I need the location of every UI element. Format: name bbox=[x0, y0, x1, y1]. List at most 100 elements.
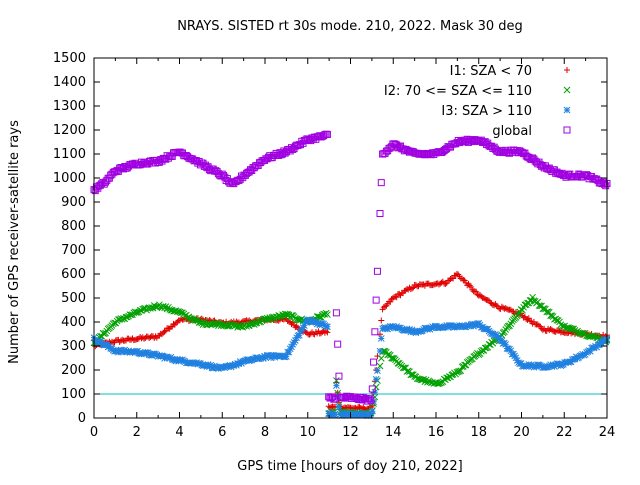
data-point bbox=[367, 410, 375, 417]
data-point bbox=[126, 311, 134, 318]
data-point bbox=[176, 308, 184, 316]
data-layer bbox=[90, 130, 611, 420]
data-point bbox=[493, 302, 500, 309]
data-point bbox=[224, 363, 231, 370]
data-point bbox=[315, 319, 322, 327]
data-point bbox=[373, 267, 381, 275]
data-point bbox=[457, 367, 465, 375]
data-point bbox=[300, 322, 308, 329]
data-point bbox=[371, 328, 379, 336]
data-point bbox=[152, 303, 159, 311]
data-point bbox=[558, 322, 566, 330]
data-point bbox=[288, 321, 295, 328]
data-point bbox=[407, 371, 415, 379]
data-point bbox=[261, 315, 268, 323]
data-point bbox=[595, 341, 603, 349]
data-point bbox=[367, 396, 375, 404]
legend-label: I1: SZA < 70 bbox=[450, 64, 532, 79]
data-point bbox=[191, 317, 199, 324]
data-point bbox=[281, 310, 289, 318]
data-point bbox=[324, 311, 331, 318]
data-point bbox=[270, 351, 277, 359]
data-point bbox=[552, 328, 559, 335]
data-point bbox=[536, 322, 543, 329]
data-point bbox=[161, 328, 168, 335]
x-axis-label: GPS time [hours of doy 210, 2022] bbox=[237, 459, 462, 474]
data-point bbox=[525, 315, 532, 322]
data-point bbox=[589, 333, 597, 341]
data-point bbox=[469, 286, 476, 293]
legend-marker bbox=[563, 86, 571, 94]
data-point bbox=[332, 309, 340, 317]
data-point bbox=[144, 333, 151, 340]
data-point bbox=[484, 297, 491, 304]
data-point bbox=[152, 333, 159, 340]
data-point bbox=[586, 347, 594, 355]
x-tick-label: 8 bbox=[261, 425, 269, 440]
data-point bbox=[240, 357, 248, 365]
data-point bbox=[396, 290, 403, 297]
data-point bbox=[372, 375, 380, 383]
data-point bbox=[377, 179, 385, 187]
data-point bbox=[372, 383, 380, 391]
x-tick-label: 6 bbox=[218, 425, 226, 440]
data-point bbox=[295, 331, 303, 339]
data-point bbox=[119, 336, 126, 343]
series-i3-sza-110 bbox=[90, 316, 611, 420]
data-point bbox=[393, 294, 400, 301]
data-point bbox=[324, 323, 331, 331]
y-tick-label: 900 bbox=[61, 195, 86, 210]
data-point bbox=[319, 329, 326, 336]
data-point bbox=[204, 361, 212, 368]
data-point bbox=[297, 328, 304, 335]
y-tick-label: 800 bbox=[61, 219, 86, 234]
data-point bbox=[174, 308, 181, 316]
legend-label: I2: 70 <= SZA <= 110 bbox=[384, 84, 532, 99]
x-tick-label: 4 bbox=[175, 425, 183, 440]
data-point bbox=[352, 411, 359, 419]
data-point bbox=[372, 296, 380, 304]
x-tick-label: 22 bbox=[556, 425, 573, 440]
data-point bbox=[471, 288, 478, 295]
y-tick-label: 400 bbox=[61, 315, 86, 330]
data-point bbox=[571, 355, 579, 363]
data-point bbox=[443, 280, 450, 287]
x-tick-label: 24 bbox=[599, 425, 616, 440]
x-tick-label: 16 bbox=[428, 425, 445, 440]
x-tick-label: 18 bbox=[470, 425, 487, 440]
data-point bbox=[195, 319, 203, 326]
data-point bbox=[407, 328, 415, 336]
data-point bbox=[503, 306, 510, 313]
data-point bbox=[598, 340, 606, 348]
data-point bbox=[429, 282, 436, 289]
data-point bbox=[139, 334, 146, 341]
x-tick-label: 10 bbox=[299, 425, 316, 440]
data-point bbox=[170, 320, 177, 327]
data-point bbox=[288, 343, 295, 351]
data-point bbox=[177, 356, 185, 364]
data-point bbox=[374, 367, 381, 375]
data-point bbox=[292, 324, 299, 331]
legend-marker bbox=[564, 67, 570, 73]
data-point bbox=[333, 382, 340, 389]
data-point bbox=[602, 182, 610, 190]
data-point bbox=[412, 281, 419, 288]
data-point bbox=[132, 336, 139, 343]
data-point bbox=[519, 362, 526, 370]
data-point bbox=[335, 372, 343, 380]
data-point bbox=[325, 410, 333, 417]
data-point bbox=[563, 324, 571, 331]
legend: I1: SZA < 70 I2: 70 <= SZA <= 110 I3: SZA … bbox=[384, 64, 571, 139]
data-point bbox=[402, 287, 409, 294]
data-point bbox=[209, 364, 217, 372]
y-tick-label: 600 bbox=[61, 267, 86, 282]
data-point bbox=[401, 364, 408, 372]
data-point bbox=[527, 317, 534, 324]
data-point bbox=[388, 354, 395, 362]
data-point bbox=[259, 355, 267, 362]
data-point bbox=[342, 411, 349, 419]
data-point bbox=[174, 355, 181, 363]
data-point bbox=[466, 282, 473, 289]
data-point bbox=[438, 279, 445, 286]
